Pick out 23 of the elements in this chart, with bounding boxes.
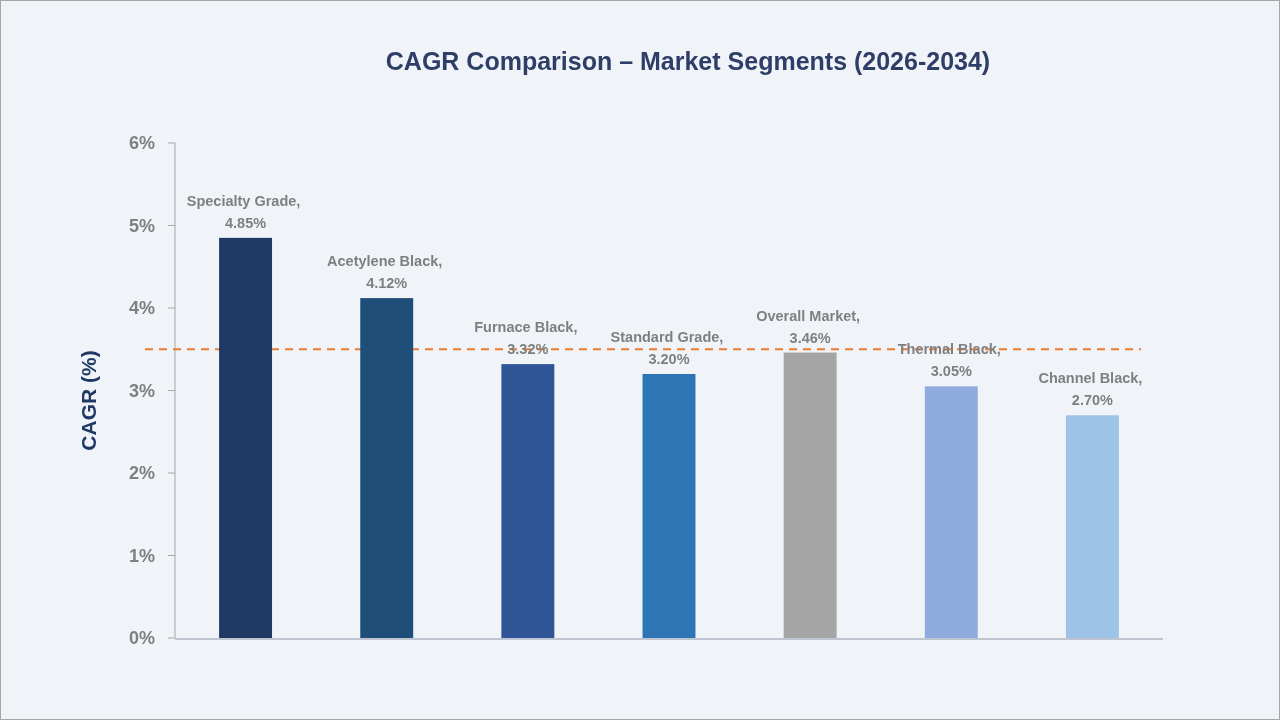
data-label: Channel Black, 2.70% [1038, 370, 1147, 409]
chart-title: CAGR Comparison – Market Segments (2026-2034) [385, 47, 991, 75]
y-tick-label: 1% [128, 545, 155, 566]
bar [360, 298, 414, 638]
bar [783, 352, 837, 638]
y-tick-label: 3% [128, 380, 155, 401]
data-label: Specialty Grade, 4.85% [186, 192, 305, 231]
data-label: Thermal Black, 3.05% [897, 341, 1005, 380]
data-label: Furnace Black, 3.32% [474, 319, 582, 358]
data-label: Acetylene Black, 4.12% [327, 253, 447, 292]
bar [924, 386, 978, 638]
y-tick-label: 4% [128, 298, 155, 319]
bar [642, 374, 696, 638]
bar [1065, 415, 1119, 638]
y-tick-label: 2% [128, 463, 155, 484]
bar [501, 364, 555, 638]
y-tick-label: 5% [128, 215, 155, 236]
data-label: Overall Market, 3.46% [756, 307, 865, 346]
y-axis-title: CAGR (%) [77, 350, 100, 451]
y-tick-label: 6% [128, 133, 155, 154]
bar [219, 237, 273, 638]
data-label: Standard Grade, 3.20% [610, 329, 728, 367]
y-tick-label: 0% [128, 628, 155, 649]
